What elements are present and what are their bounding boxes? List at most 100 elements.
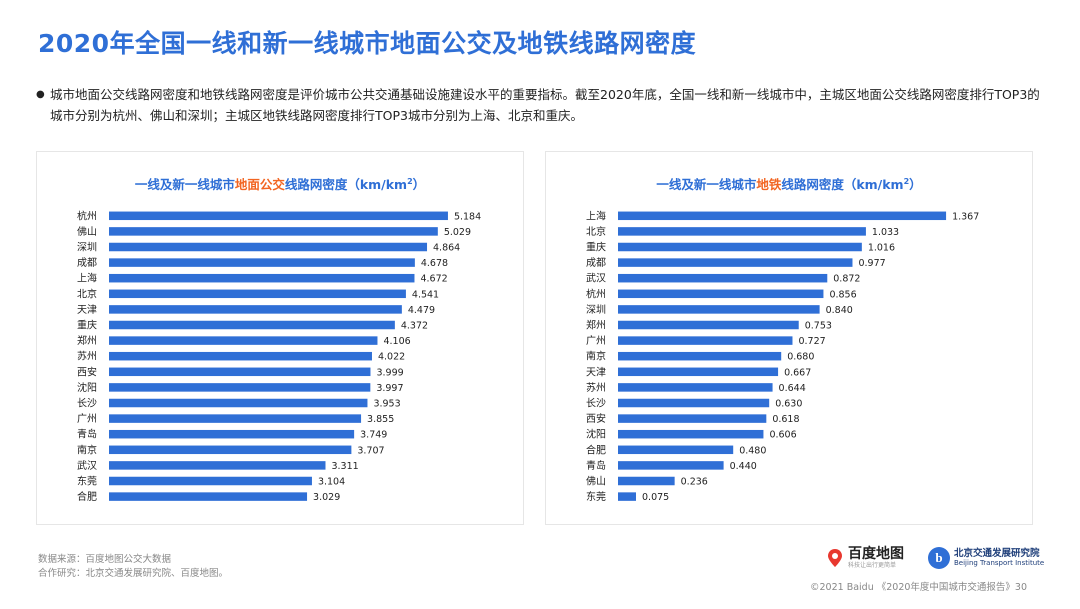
bus-bar [109, 320, 395, 330]
bus-category-label: 杭州 [77, 209, 97, 222]
subway-value-label: 0.840 [826, 305, 853, 316]
subway-category-label: 东莞 [586, 490, 606, 503]
subway-chart-title-end: ） [909, 177, 922, 192]
subway-chart-title: 一线及新一线城市地铁线路网密度（km/km2） [546, 174, 1032, 193]
subway-category-label: 青岛 [586, 459, 606, 472]
subway-value-label: 1.033 [872, 227, 899, 238]
bus-category-label: 苏州 [77, 350, 97, 363]
bus-value-label: 3.311 [331, 461, 358, 472]
bus-bar [109, 445, 352, 455]
bus-bar [109, 398, 368, 408]
bus-bar [109, 273, 415, 283]
subway-bar [618, 289, 824, 299]
subway-bar [618, 273, 828, 283]
subway-category-label: 南京 [586, 350, 606, 363]
bus-bar [109, 258, 415, 267]
bus-category-label: 成都 [77, 257, 97, 269]
bus-category-label: 青岛 [77, 428, 97, 441]
bus-bar [109, 429, 355, 439]
baidu-logo-slogan: 科技让出行更简单 [848, 561, 897, 569]
subway-category-label: 深圳 [586, 304, 606, 316]
bus-bar [109, 414, 362, 423]
subway-bar [618, 305, 820, 314]
subway-value-label: 0.667 [784, 367, 811, 378]
subway-value-label: 0.680 [787, 352, 814, 363]
bus-bar [109, 227, 438, 236]
bus-bar [109, 492, 308, 501]
bus-category-label: 上海 [77, 272, 97, 285]
subway-bar [618, 492, 636, 501]
bus-chart-title-highlight: 地面公交 [234, 177, 285, 192]
bus-value-label: 4.372 [401, 321, 428, 332]
subway-value-label: 0.480 [739, 445, 766, 456]
bus-chart-title-sup: 2 [407, 176, 413, 186]
subway-category-label: 成都 [586, 257, 606, 269]
bus-bar [109, 461, 326, 470]
subway-category-label: 重庆 [586, 241, 606, 254]
baidu-logo-name: 百度地图 [848, 545, 904, 562]
subway-bar [618, 367, 779, 377]
subway-bar [618, 414, 767, 423]
subway-bar [618, 351, 782, 361]
bus-category-label: 武汉 [77, 459, 97, 472]
bus-category-label: 深圳 [77, 242, 97, 254]
subway-category-label: 苏州 [586, 381, 606, 394]
bus-category-label: 天津 [77, 304, 97, 316]
footer-notes: 数据来源：百度地图公交大数据 合作研究：北京交通发展研究院、百度地图。 [38, 553, 228, 581]
subway-category-label: 长沙 [586, 398, 606, 410]
bus-category-label: 合肥 [77, 490, 97, 503]
subway-bar [618, 429, 764, 439]
subway-bar [618, 242, 862, 252]
subway-category-label: 广州 [586, 335, 606, 347]
subway-bar [618, 383, 773, 392]
bus-bar [109, 383, 371, 392]
bus-bar [109, 211, 448, 221]
baidu-map-logo: 百度地图 科技让出行更简单 [828, 545, 904, 571]
bullet-icon: ● [36, 89, 45, 100]
bus-value-label: 4.106 [383, 336, 410, 347]
bus-value-label: 4.672 [420, 274, 447, 285]
data-source-text: 数据来源：百度地图公交大数据 [38, 554, 172, 565]
subway-value-label: 0.075 [642, 492, 669, 503]
bus-bar [109, 242, 428, 252]
bjtri-logo-name: 北京交通发展研究院 [954, 548, 1040, 559]
bus-bar [109, 305, 402, 314]
bjtri-mark-icon: b [928, 547, 950, 569]
subway-bar [618, 211, 947, 221]
bus-value-label: 3.104 [318, 477, 345, 488]
subway-value-label: 0.236 [681, 477, 708, 488]
bus-chart-title-end: ） [412, 177, 426, 192]
subway-category-label: 武汉 [586, 272, 606, 285]
bus-chart-title-suffix: 线路网密度（km/km [284, 177, 408, 192]
subway-bar [618, 336, 793, 345]
bjtri-logo-en: Beijing Transport Institute [954, 559, 1045, 567]
bus-value-label: 3.749 [360, 430, 387, 441]
bus-value-label: 3.997 [376, 383, 403, 394]
bus-category-label: 南京 [77, 443, 97, 456]
bjtri-logo: b 北京交通发展研究院 Beijing Transport Institute [928, 545, 1044, 571]
bus-category-label: 广州 [77, 413, 97, 425]
subway-chart-title-prefix: 一线及新一线城市 [656, 177, 757, 192]
subway-value-label: 0.872 [833, 274, 860, 285]
bus-category-label: 西安 [77, 365, 97, 378]
subway-bar [618, 445, 734, 455]
subway-chart-title-highlight: 地铁 [756, 177, 782, 192]
subway-chart-title-sup: 2 [903, 176, 910, 186]
page-title: 2020年全国一线和新一线城市地面公交及地铁线路网密度 [38, 29, 697, 58]
subway-chart-title-suffix: 线路网密度（km/km [781, 177, 904, 192]
bus-category-label: 佛山 [77, 225, 97, 238]
intro-paragraph: ● 城市地面公交线路网密度和地铁线路网密度是评价城市公共交通基础设施建设水平的重… [36, 84, 1046, 126]
subway-category-label: 佛山 [586, 475, 606, 488]
bus-density-bar-chart: 杭州 5.184 佛山 5.029 深圳 4.864 成都 4.678 上海 4.672 北京 4.5… [77, 209, 481, 503]
bus-value-label: 4.864 [433, 243, 460, 254]
subway-category-label: 上海 [586, 209, 606, 222]
subway-bar [618, 476, 675, 486]
bus-value-label: 4.678 [421, 258, 448, 269]
bus-bar [109, 476, 312, 486]
intro-text: 城市地面公交线路网密度和地铁线路网密度是评价城市公共交通基础设施建设水平的重要指… [50, 87, 1040, 123]
subway-category-label: 北京 [586, 225, 606, 238]
bus-category-label: 郑州 [77, 334, 97, 347]
cooperation-text: 合作研究：北京交通发展研究院、百度地图。 [38, 568, 229, 579]
subway-value-label: 0.630 [775, 399, 802, 410]
subway-value-label: 1.016 [868, 243, 895, 254]
